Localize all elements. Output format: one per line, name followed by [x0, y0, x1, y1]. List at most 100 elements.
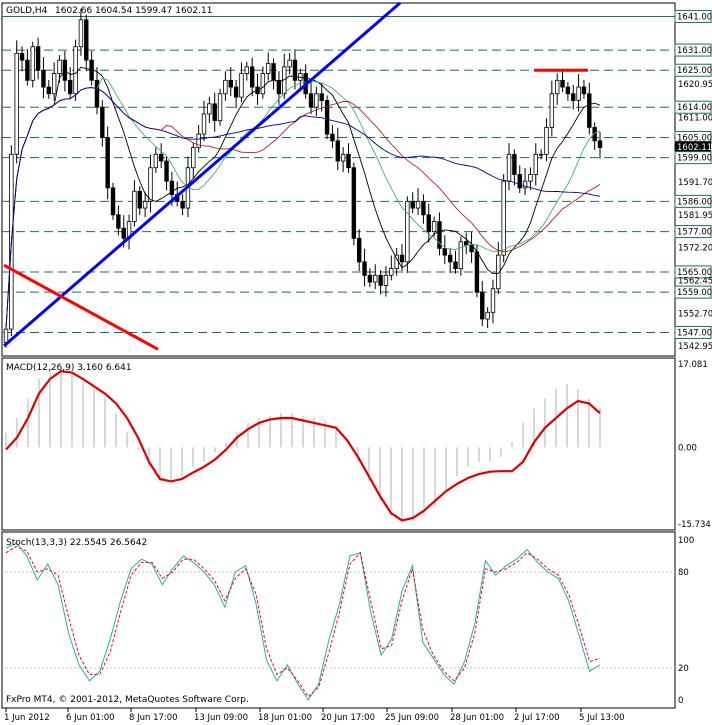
candle-body — [271, 63, 276, 81]
candle-body — [383, 274, 389, 286]
level-label-box — [674, 285, 712, 299]
candle-body — [30, 46, 35, 81]
ma-green-line — [5, 77, 601, 330]
level-label-box — [674, 63, 712, 77]
candle-body — [14, 53, 19, 155]
price-axis: 1641.00 1631.00 1625.00 1620.95 1614.001611.… — [674, 9, 712, 352]
stoch-pane: 100 80 20 0 — [1, 531, 694, 709]
candle-body — [464, 241, 469, 246]
candle-body — [132, 190, 137, 222]
candle-body — [158, 153, 164, 162]
candle-body — [319, 93, 324, 101]
candle-body — [480, 291, 485, 320]
candle-body — [554, 79, 560, 95]
time-tick-label: 5 Jul 13:00 — [579, 713, 625, 723]
candle-body — [340, 153, 346, 162]
stoch-tick-label: 20 — [678, 664, 689, 674]
ma-blue-line — [5, 87, 601, 330]
price-tick-label: 1620.95 — [678, 80, 712, 90]
candle-body — [421, 200, 426, 216]
candle-body — [533, 153, 538, 175]
candle-body — [324, 100, 330, 135]
candle-body — [249, 66, 255, 88]
candle-body — [223, 79, 228, 95]
time-axis: 1 Jun 2012 6 Jun 01:00 8 Jun 17:00 13 Jun 0… — [4, 708, 625, 723]
level-label: 1565.00 — [677, 268, 712, 278]
candle-body — [576, 86, 581, 101]
candle-body — [367, 274, 373, 283]
candle-body — [121, 227, 126, 239]
candle-body — [105, 137, 110, 189]
candle-body — [506, 153, 512, 182]
candle-body — [496, 254, 501, 290]
candle-body — [314, 93, 319, 108]
level-label: 1586.00 — [677, 197, 712, 207]
candle-body — [266, 63, 271, 75]
candle-body — [233, 86, 239, 98]
candle-body — [528, 174, 533, 182]
candle-body — [94, 79, 100, 108]
broker-label: FxPro MT4, © 2001-2012, MetaQuotes Softw… — [6, 695, 249, 705]
pane-frame — [1, 2, 676, 357]
time-tick-label: 8 Jun 17:00 — [129, 713, 178, 723]
candle-body — [41, 69, 46, 88]
level-label-box — [674, 43, 712, 57]
candle-body — [592, 126, 597, 142]
symbol-header: GOLD,H4 — [6, 6, 48, 16]
candle-body — [399, 254, 405, 263]
price-tick-label: 1572.20 — [678, 244, 712, 254]
candle-body — [169, 180, 175, 196]
macd-tick-label: -15.734 — [678, 520, 711, 530]
candle-body — [410, 200, 415, 209]
level-label-box — [674, 225, 712, 239]
level-label-box — [674, 194, 712, 208]
candle-body — [469, 244, 474, 253]
stoch-tick-label: 100 — [678, 536, 694, 546]
candle-body — [490, 288, 496, 313]
candle-body — [153, 153, 159, 169]
candle-body — [447, 254, 453, 263]
level-label: 1559.00 — [677, 288, 712, 298]
candle-body — [565, 86, 571, 95]
candle-body — [308, 93, 314, 108]
red-trendline — [3, 263, 159, 351]
level-label: 1625.00 — [677, 66, 712, 76]
candle-body — [78, 19, 84, 48]
candle-body — [522, 180, 528, 189]
level-label: 1614.00 — [677, 103, 712, 113]
candle-body — [180, 200, 185, 209]
candle-body — [442, 248, 448, 256]
candle-body — [68, 79, 73, 95]
candle-body — [458, 241, 464, 269]
candle-body — [217, 93, 223, 122]
candle-body — [415, 200, 421, 209]
candle-body — [356, 237, 362, 263]
candle-body — [346, 153, 351, 169]
stoch-signal-line — [5, 545, 601, 698]
candle-body — [426, 214, 431, 233]
candle-body — [501, 180, 506, 256]
level-label-box — [674, 100, 712, 114]
macd-histogram — [5, 369, 601, 521]
candle-body — [581, 86, 587, 95]
candle-body — [512, 153, 517, 175]
stoch-tick-label: 80 — [678, 568, 689, 578]
candle-body — [538, 153, 544, 156]
price-tick-label: 1552.70 — [678, 309, 712, 319]
candle-body — [25, 59, 30, 81]
candle-body — [597, 140, 603, 148]
candle-body — [73, 46, 78, 95]
time-tick-label: 2 Jul 17:00 — [514, 713, 560, 723]
pane-frame — [1, 531, 676, 709]
candle-body — [100, 106, 105, 138]
level-label-box — [674, 9, 712, 23]
current-price-label: 1602.11 — [677, 143, 712, 153]
candle-body — [148, 167, 153, 202]
level-label: 1547.00 — [677, 328, 712, 338]
candle-body — [201, 113, 207, 135]
macd-signal-line — [5, 370, 601, 522]
candle-body — [164, 160, 169, 182]
time-tick-label: 6 Jun 01:00 — [66, 713, 115, 723]
price-tick-label: 1542.95 — [678, 342, 712, 352]
